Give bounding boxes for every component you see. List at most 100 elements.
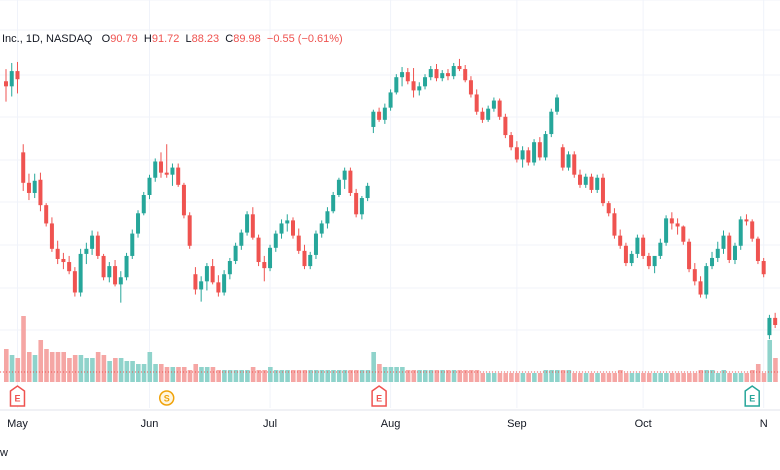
candle[interactable] [44,203,49,227]
candle[interactable] [572,151,577,178]
candle[interactable] [555,94,560,115]
candle[interactable] [204,263,209,291]
candle[interactable] [273,230,278,252]
candle[interactable] [417,82,422,96]
candle[interactable] [486,105,491,122]
split-marker[interactable]: S [158,390,175,406]
candle[interactable] [250,207,255,240]
candle[interactable] [32,173,37,199]
candle[interactable] [342,167,347,189]
candle[interactable] [715,241,720,263]
candle[interactable] [118,271,123,303]
candle[interactable] [382,103,387,124]
candle[interactable] [457,58,462,72]
candle[interactable] [526,147,531,166]
candle[interactable] [113,260,118,287]
candlesticks[interactable] [4,58,778,340]
candle[interactable] [589,173,594,193]
candle[interactable] [549,108,554,138]
candle[interactable] [738,216,743,250]
candle[interactable] [560,144,565,171]
candle[interactable] [497,98,502,120]
candle[interactable] [147,174,152,200]
candle[interactable] [503,113,508,139]
candle[interactable] [761,257,766,278]
candle[interactable] [606,201,611,217]
candle[interactable] [158,152,163,178]
candle[interactable] [388,89,393,111]
candle[interactable] [9,62,14,97]
candle[interactable] [400,67,405,87]
candle[interactable] [101,253,106,281]
candle[interactable] [371,109,376,134]
earnings-marker[interactable]: E [9,385,26,407]
candle[interactable] [773,312,778,329]
candle[interactable] [480,107,485,123]
candle[interactable] [130,229,135,259]
candle[interactable] [21,144,26,191]
candle[interactable] [239,229,244,250]
candle[interactable] [181,182,186,219]
candle[interactable] [423,74,428,90]
candle[interactable] [296,228,301,254]
candle[interactable] [49,217,54,252]
candle[interactable] [509,132,514,151]
candle[interactable] [354,188,359,218]
candle[interactable] [319,220,324,238]
candle[interactable] [233,242,238,265]
candle[interactable] [618,229,623,249]
candle[interactable] [308,251,313,270]
candle[interactable] [434,63,439,82]
candle[interactable] [744,214,749,226]
candle[interactable] [698,276,703,298]
candle[interactable] [675,218,680,235]
candle[interactable] [755,236,760,265]
candle[interactable] [67,255,72,275]
candle[interactable] [440,70,445,82]
candle[interactable] [681,225,686,245]
candle[interactable] [176,163,181,187]
candle[interactable] [405,68,410,85]
candle[interactable] [664,215,669,246]
candle[interactable] [15,61,20,94]
candle[interactable] [583,173,588,188]
candle[interactable] [38,172,43,212]
candle[interactable] [394,74,399,95]
candle[interactable] [641,234,646,259]
candle[interactable] [669,212,674,230]
candle[interactable] [141,191,146,216]
candle[interactable] [623,242,628,267]
candle[interactable] [187,212,192,249]
candle[interactable] [537,137,542,161]
candle[interactable] [107,262,112,283]
candle[interactable] [136,210,141,238]
candle[interactable] [199,276,204,302]
candle[interactable] [428,66,433,81]
candle[interactable] [325,207,330,229]
candle[interactable] [411,68,416,98]
candle[interactable] [377,107,382,122]
candle[interactable] [84,242,89,265]
candle[interactable] [210,258,215,285]
candle[interactable] [463,65,468,83]
candle[interactable] [635,234,640,258]
candle[interactable] [704,263,709,299]
candle[interactable] [750,219,755,242]
candle[interactable] [256,234,261,267]
candle[interactable] [279,219,284,239]
candle[interactable] [732,242,737,265]
earnings-marker[interactable]: E [744,385,760,407]
candle[interactable] [164,144,169,178]
candle[interactable] [268,244,273,272]
candle[interactable] [692,263,697,286]
candle[interactable] [262,255,267,282]
candle[interactable] [26,173,31,201]
candle[interactable] [359,196,364,220]
candle[interactable] [451,62,456,80]
candle[interactable] [646,252,651,270]
candle[interactable] [514,141,519,163]
candle[interactable] [566,151,571,171]
candle[interactable] [687,238,692,273]
candle[interactable] [95,231,100,259]
